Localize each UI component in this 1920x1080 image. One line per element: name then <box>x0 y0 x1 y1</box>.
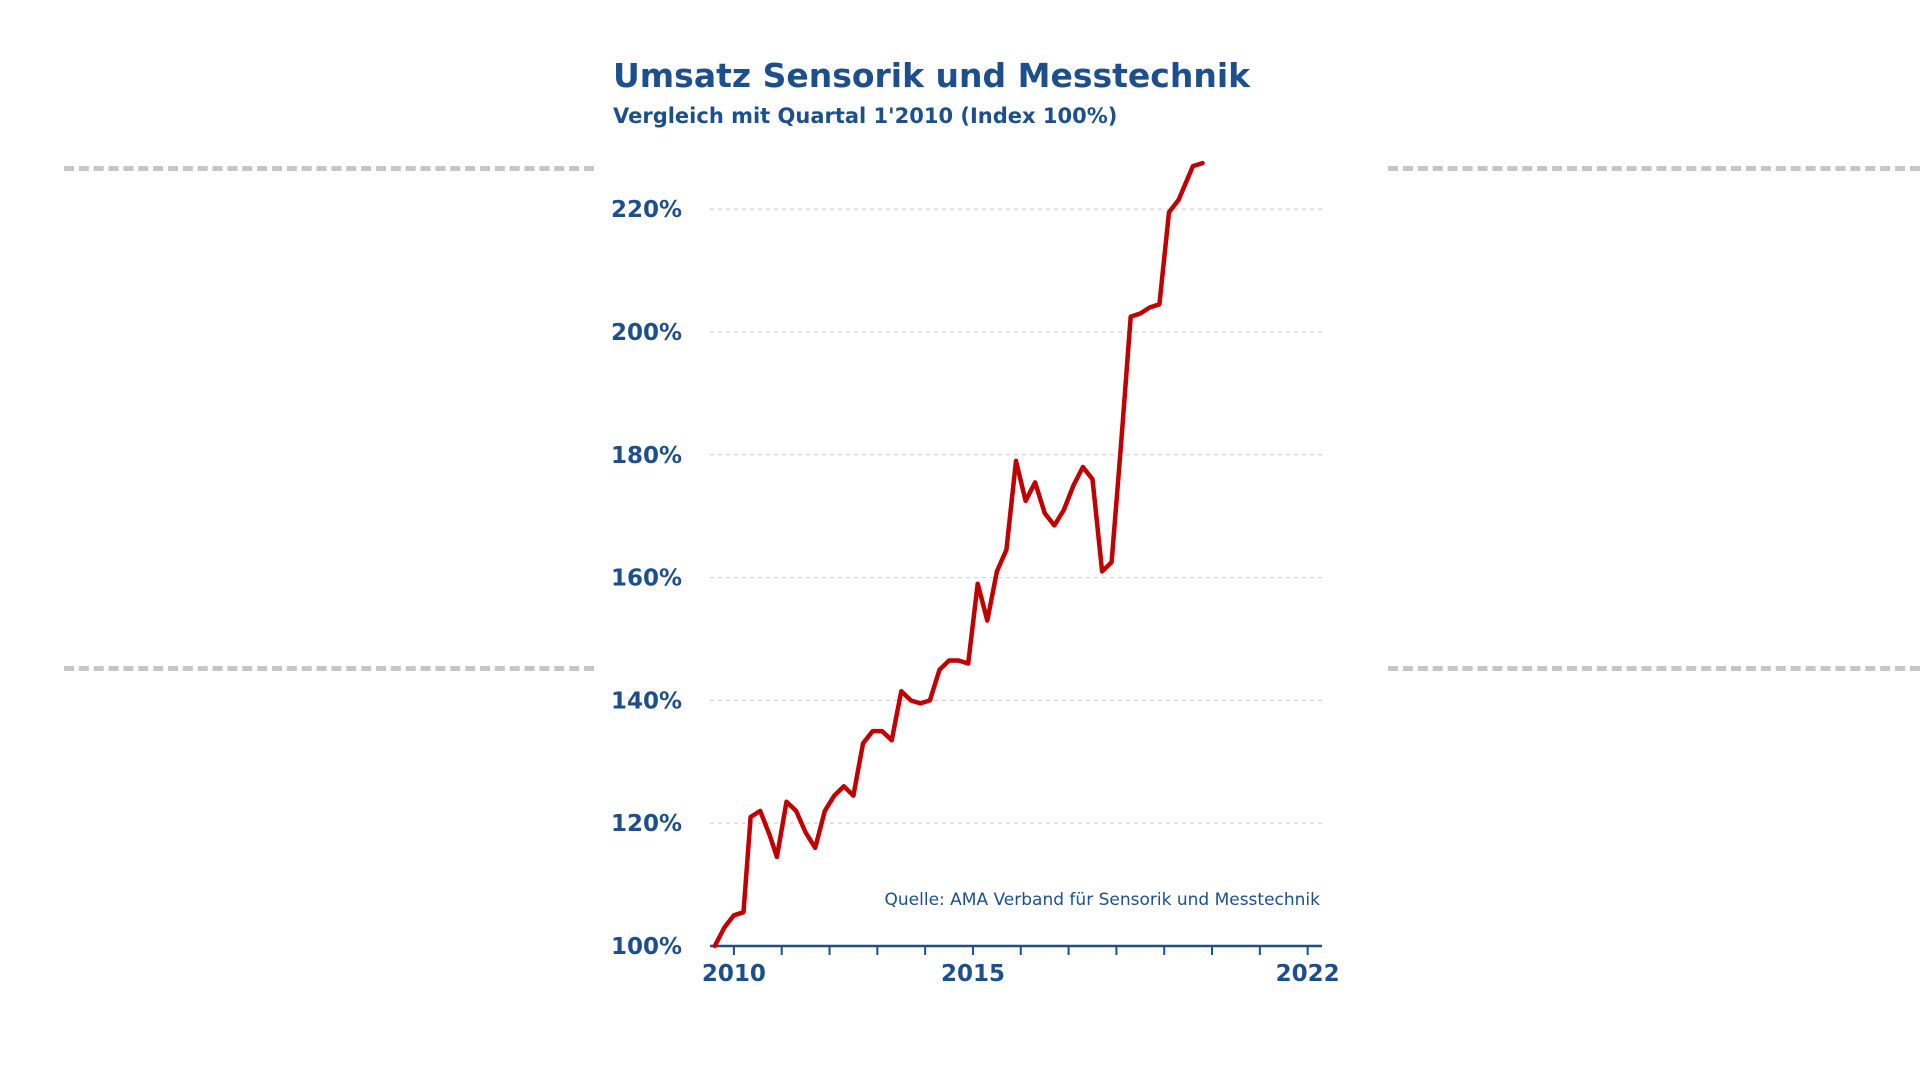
y-tick-label: 200% <box>611 320 682 346</box>
y-tick-label: 220% <box>611 197 682 223</box>
chart-subtitle: Vergleich mit Quartal 1'2010 (Index 100%… <box>613 104 1118 128</box>
x-tick-label: 2010 <box>702 961 766 987</box>
decorative-dash-mid-right <box>1388 666 1920 671</box>
y-tick-label: 160% <box>611 566 682 592</box>
series-line-0 <box>712 160 1205 949</box>
decorative-dash-top-right <box>1388 166 1920 171</box>
y-tick-label: 140% <box>611 688 682 714</box>
y-axis-tick-labels: 100% 120% 140% 160% 180% 200% 220% <box>611 197 682 960</box>
decorative-dash-mid-left <box>64 666 594 671</box>
source-note: Quelle: AMA Verband für Sensorik und Mes… <box>884 890 1320 910</box>
series-lines <box>712 160 1205 949</box>
y-tick-label: 180% <box>611 443 682 469</box>
decorative-dash-top-left <box>64 166 594 171</box>
x-axis: 2010 2015 2022 <box>702 944 1340 987</box>
y-tick-label: 120% <box>611 811 682 837</box>
y-tick-label: 100% <box>611 934 682 960</box>
chart-title: Umsatz Sensorik und Messtechnik <box>613 56 1251 95</box>
grid-lines <box>710 208 1322 824</box>
x-tick-label: 2015 <box>941 961 1005 987</box>
x-tick-label: 2022 <box>1276 961 1340 987</box>
